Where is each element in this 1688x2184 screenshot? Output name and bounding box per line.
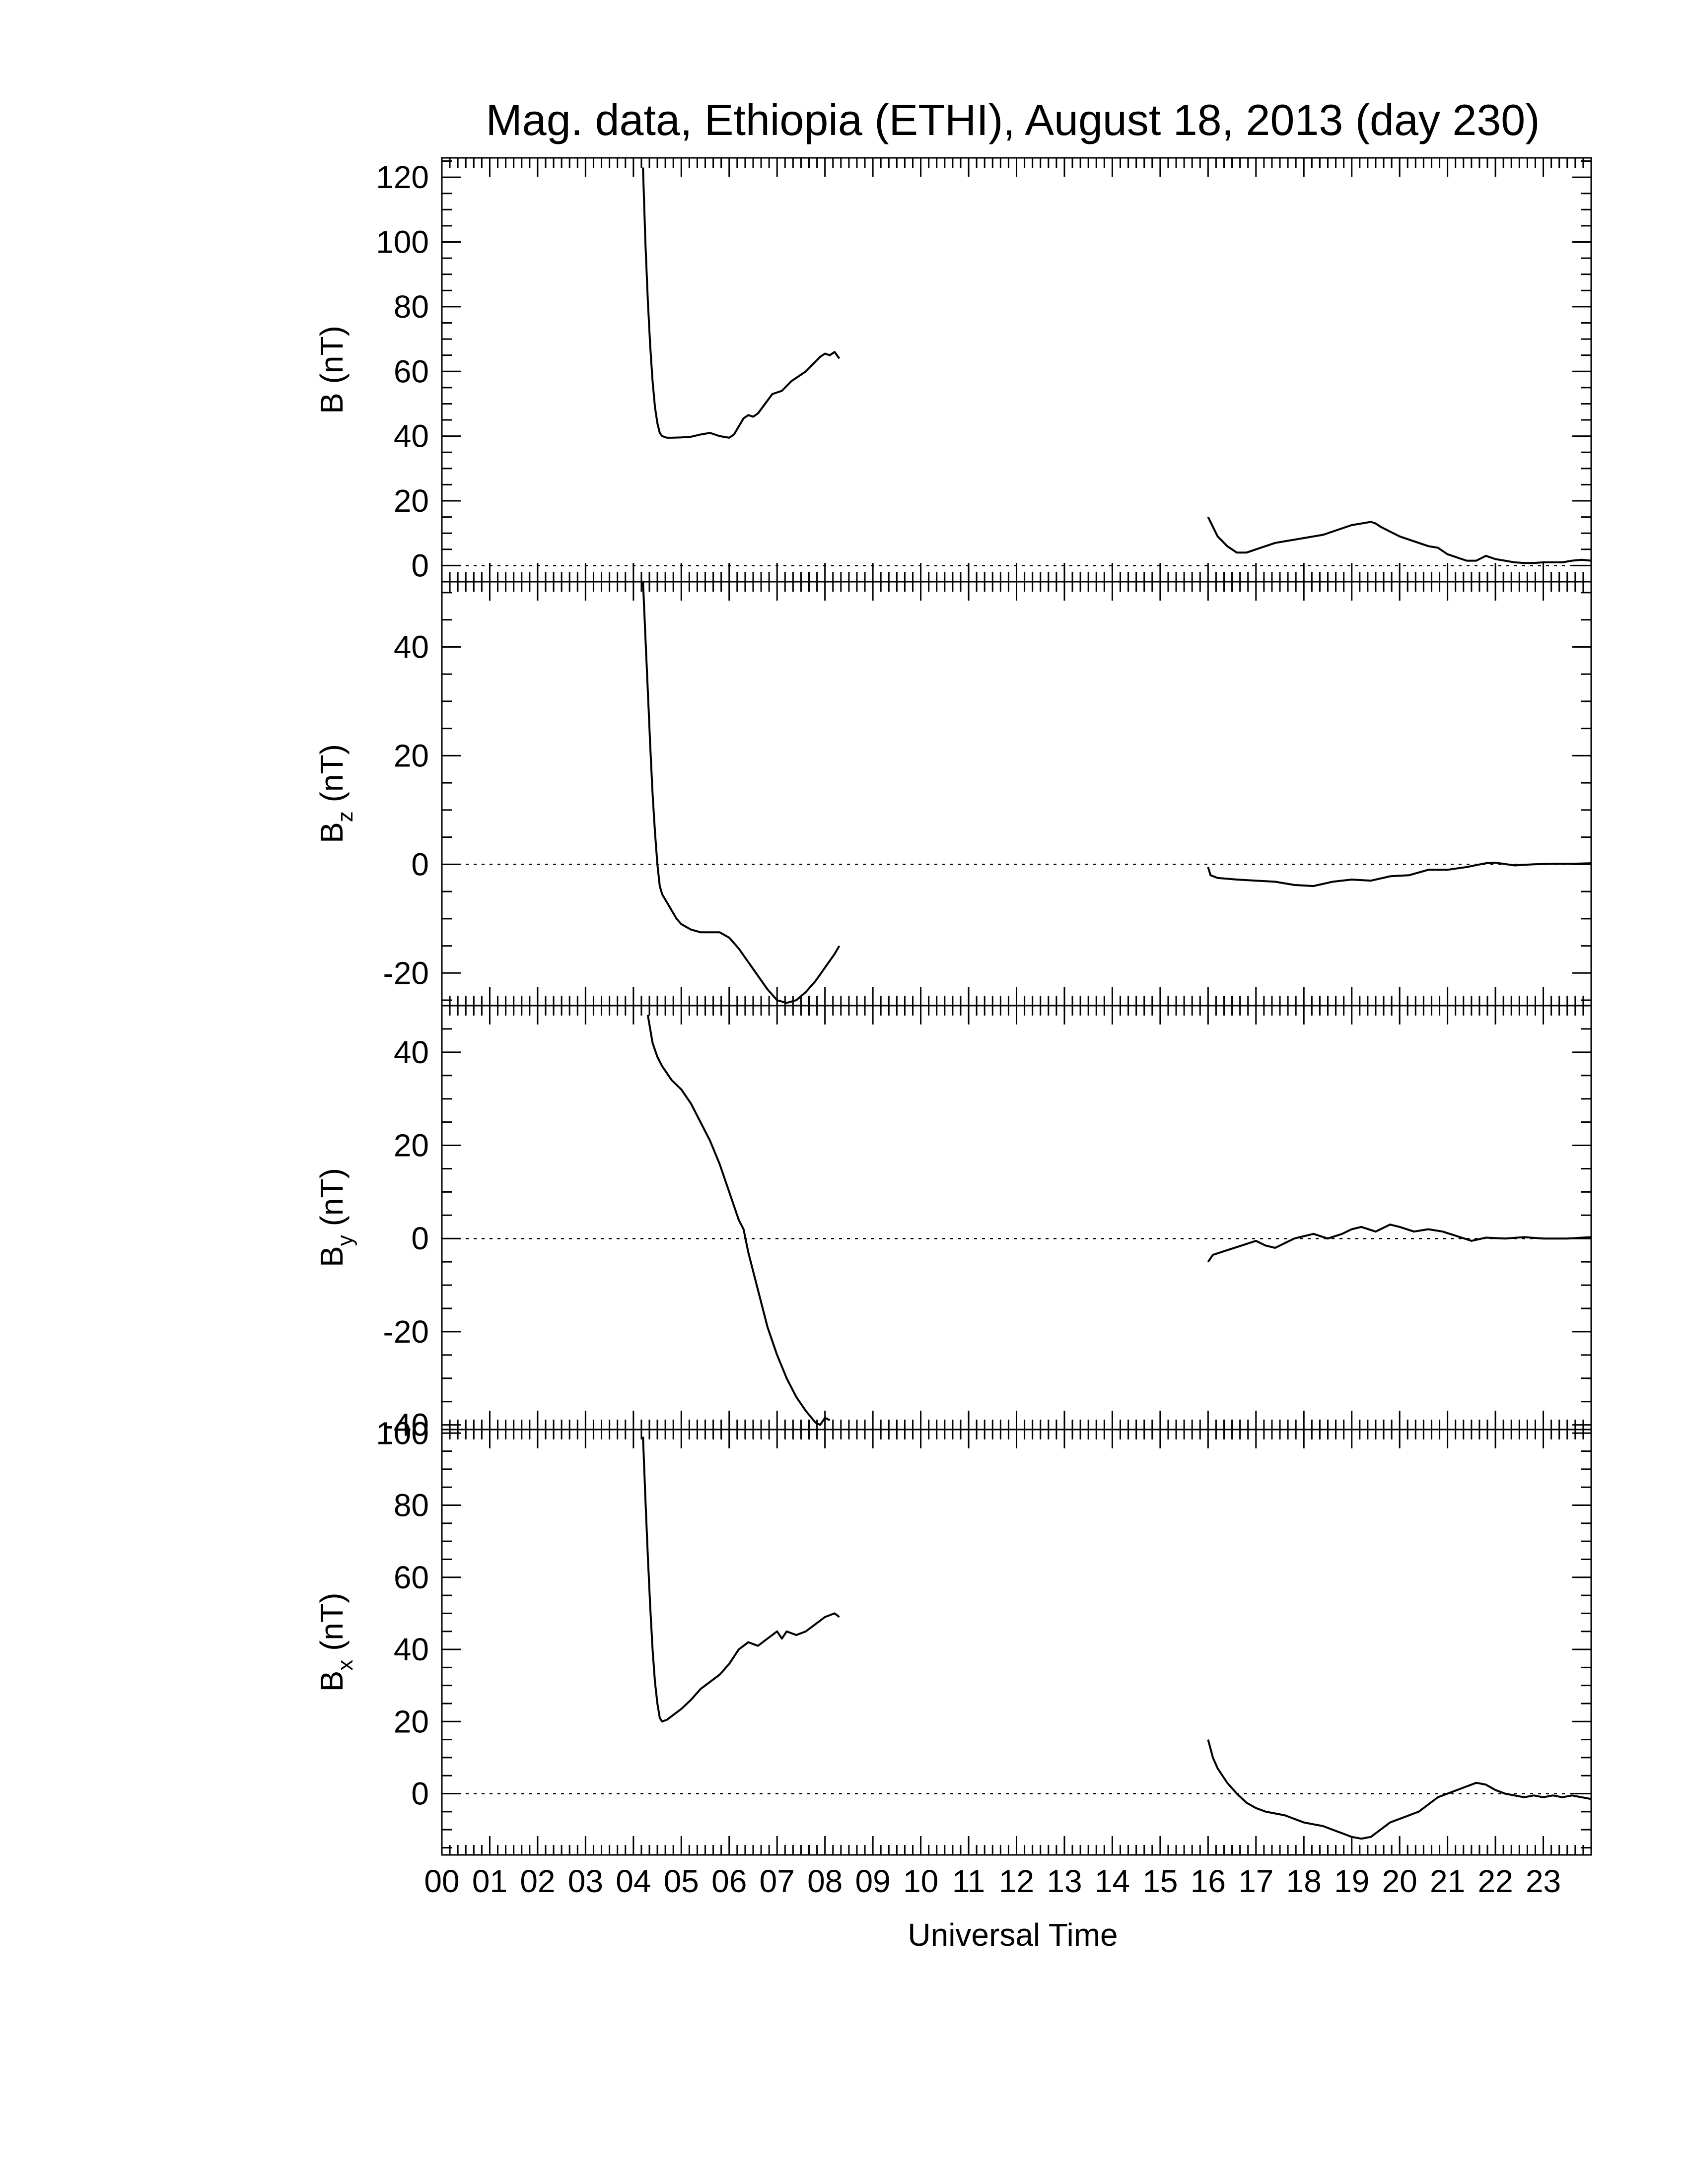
y-tick-label: 100 [376,1415,429,1451]
y-tick-label: 40 [394,1034,429,1070]
y-tick-label: -20 [383,955,429,991]
panel-bz: -20 0 20 40 Bz (nT) [314,581,1592,1007]
y-tick-label: 0 [411,1221,429,1256]
series-line-bx-segment-1 [642,1436,840,1723]
x-tick-label: 12 [999,1863,1034,1899]
series-line-bx-segment-2 [1207,1739,1592,1840]
series-line-by-segment-1 [646,1015,831,1426]
x-tick-labels: 00 01 02 03 04 05 06 07 08 09 10 11 12 13 14 15 16 17 18 19… [424,1863,1561,1899]
x-tick-label: 04 [616,1863,651,1899]
x-tick-label: 07 [760,1863,795,1899]
x-tick-label: 01 [472,1863,507,1899]
y-tick-label: -40 [383,1407,429,1443]
series-line-bz-segment-1 [642,581,841,1004]
x-tick-label: 16 [1191,1863,1226,1899]
x-tick-label: 13 [1047,1863,1082,1899]
chart-title: Mag. data, Ethiopia (ETHI), August 18, 2… [486,95,1540,144]
panel-b-total: 0 20 40 60 80 100 120 B (nT) [314,157,1592,583]
y-tick-label: -20 [383,1314,429,1350]
series-line-b-total-segment-1 [642,167,841,439]
x-tick-label: 09 [855,1863,891,1899]
x-axis-label: Universal Time [908,1917,1118,1953]
y-tick-label: 0 [411,846,429,882]
y-axis-label-b-total: B (nT) [314,326,350,414]
x-tick-label: 02 [520,1863,555,1899]
x-tick-label: 00 [424,1863,459,1899]
series-line-by-segment-2 [1207,1224,1592,1263]
x-tick-label: 14 [1095,1863,1130,1899]
x-tick-label: 19 [1334,1863,1369,1899]
y-tick-label: 120 [376,159,429,195]
x-tick-label: 17 [1238,1863,1273,1899]
y-tick-label: 0 [411,1776,429,1812]
y-tick-label: 20 [394,1704,429,1739]
x-tick-label: 20 [1382,1863,1417,1899]
y-tick-label: 80 [394,1488,429,1523]
series-line-b-total-segment-2 [1207,516,1592,564]
x-tick-label: 10 [903,1863,938,1899]
x-tick-label: 05 [664,1863,699,1899]
x-tick-label: 08 [807,1863,843,1899]
x-tick-label: 15 [1142,1863,1178,1899]
x-tick-label: 21 [1430,1863,1465,1899]
x-tick-label: 11 [952,1863,985,1899]
y-tick-label: 20 [394,1128,429,1163]
y-tick-label: 20 [394,483,429,519]
x-tick-label: 23 [1526,1863,1561,1899]
x-tick-label: 06 [711,1863,747,1899]
y-axis-label-by: By (nT) [314,1168,357,1267]
y-tick-label: 20 [394,738,429,773]
y-tick-label: 40 [394,629,429,665]
y-tick-label: 80 [394,289,429,325]
y-axis-label-bz: Bz (nT) [314,744,357,843]
x-tick-label: 03 [568,1863,603,1899]
panels: 0 20 40 60 80 100 120 B (nT) -20 0 20 40 Bz (nT) -40 -… [314,157,1592,1856]
panel-bx: 0 20 40 60 80 100 Bx (nT) [314,1415,1592,1856]
x-tick-label: 18 [1286,1863,1322,1899]
x-tick-label: 22 [1477,1863,1513,1899]
y-tick-label: 40 [394,1632,429,1667]
y-axis-label-bx: Bx (nT) [314,1593,357,1692]
y-tick-label: 60 [394,1560,429,1595]
y-tick-label: 40 [394,418,429,454]
series-line-bz-segment-2 [1207,862,1592,887]
y-tick-label: 100 [376,224,429,260]
y-tick-label: 0 [411,547,429,583]
y-tick-label: 60 [394,353,429,389]
